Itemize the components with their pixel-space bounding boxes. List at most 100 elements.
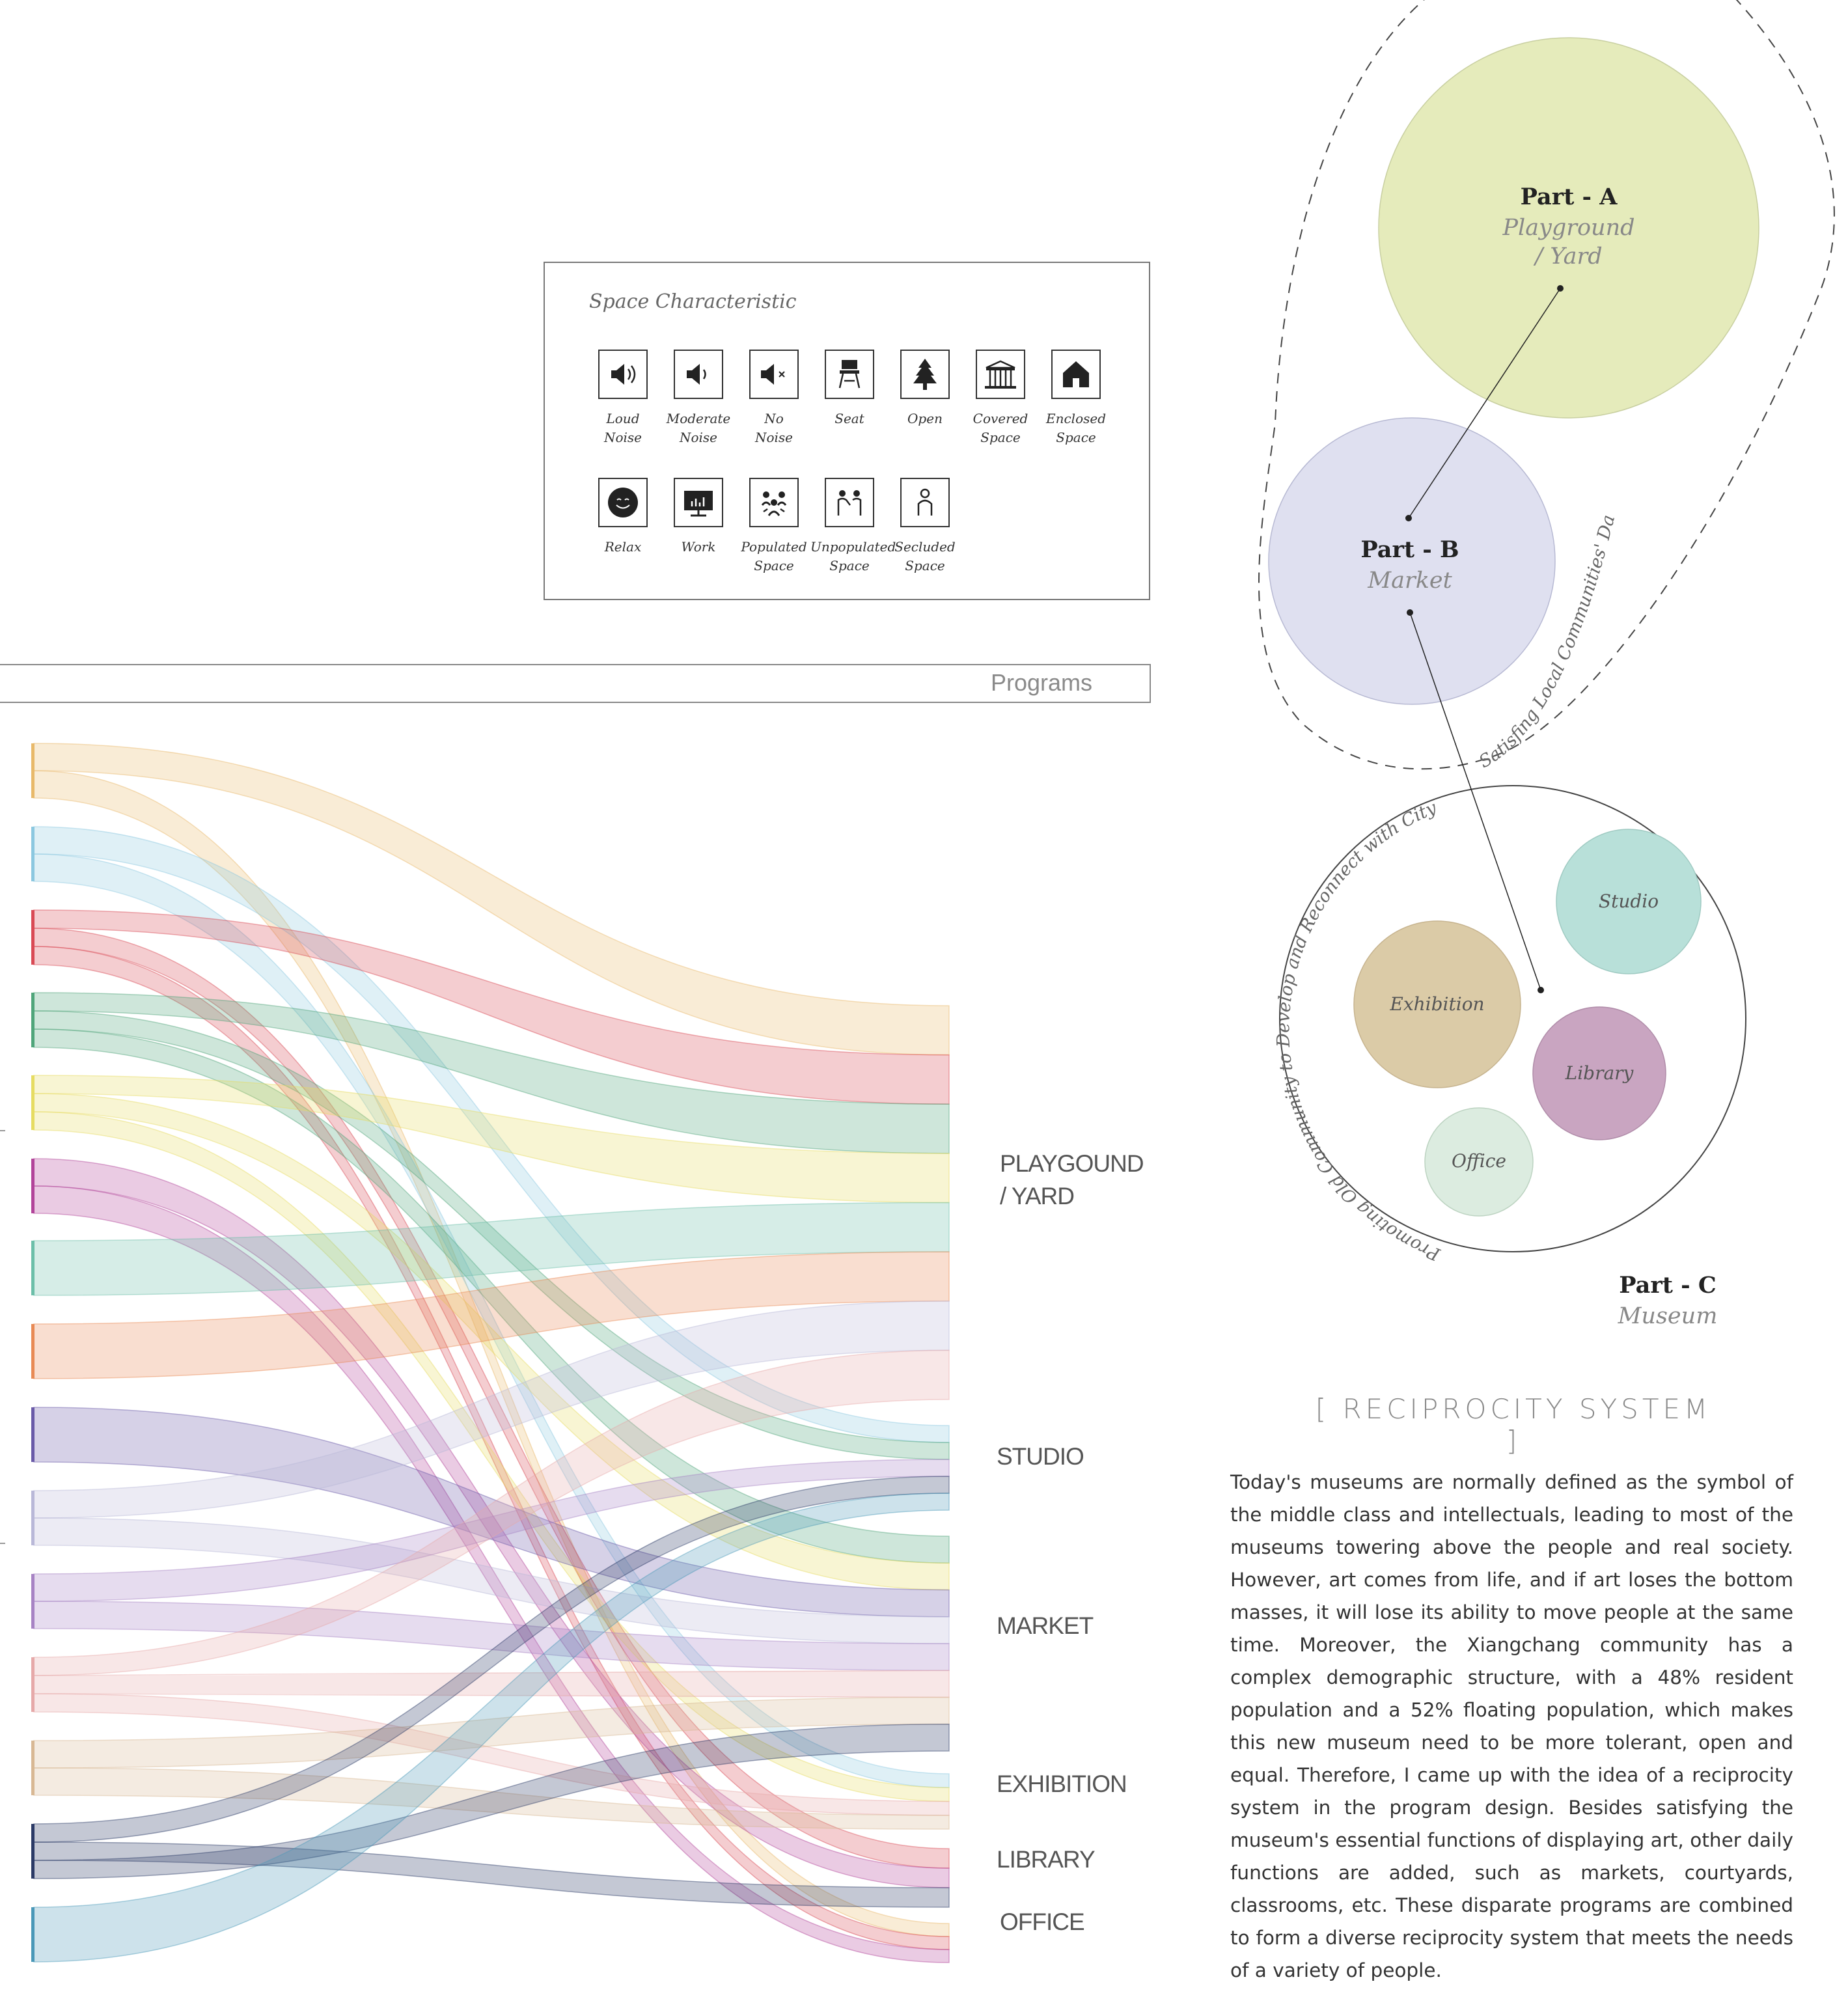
- sankey-flow-studio: [33, 1493, 950, 1963]
- programs-label: Programs: [990, 669, 1092, 696]
- sankey-source-node: [31, 1241, 34, 1295]
- house-icon: [1051, 350, 1101, 399]
- loud-noise-icon: [598, 350, 648, 399]
- programs-sankey-diagram: [31, 743, 950, 1963]
- legend-item-seat: Seat: [810, 350, 889, 428]
- sankey-flow-market: [33, 1723, 950, 1879]
- sankey-flow-exhibition: [33, 1111, 950, 1802]
- sankey-flow-market: [33, 1696, 950, 1769]
- sankey-source-node: [31, 1159, 34, 1213]
- legend-item-moderate-noise: Moderate Noise: [659, 350, 738, 447]
- sankey-source-node: [31, 1657, 34, 1712]
- sankey-source-node: [31, 1075, 34, 1130]
- no-noise-icon: [749, 350, 799, 399]
- legend-item-no-noise: No Noise: [735, 350, 813, 447]
- legend-item-loud-noise: Loud Noise: [584, 350, 662, 447]
- reciprocity-bubble-diagram: Satisfing Local Communities' Daily Needs…: [1197, 0, 1835, 1265]
- exhibition-circle: [1353, 920, 1521, 1088]
- library-label: Library: [1565, 1062, 1634, 1084]
- part-c-circle: [1279, 785, 1746, 1252]
- office-label: Office: [1452, 1150, 1506, 1172]
- smiley-icon: [598, 478, 648, 527]
- sankey-flow-playground: [33, 1251, 950, 1379]
- sankey-flow-studio: [33, 1476, 950, 1843]
- sankey-flow-market: [33, 1093, 950, 1591]
- target-label-studio: STUDIO: [997, 1443, 1084, 1470]
- sankey-source-node: [31, 1491, 34, 1545]
- part-a-circle: [1378, 37, 1759, 419]
- sankey-flow-playground: [33, 909, 950, 1105]
- presentation-icon: [674, 478, 723, 527]
- connector-dot: [1557, 285, 1564, 292]
- sankey-source-node: [31, 1741, 34, 1795]
- sankey-flow-studio: [33, 826, 950, 1443]
- space-characteristic-legend: Space Characteristic Loud Noise Moderate…: [544, 262, 1150, 600]
- sankey-flow-library: [33, 1158, 950, 1888]
- edge-tick: [0, 1543, 5, 1544]
- target-label-library: LIBRARY: [997, 1846, 1096, 1873]
- pavilion-icon: [976, 350, 1025, 399]
- part-c-subtitle: Museum: [1618, 1303, 1718, 1329]
- programs-bar: Programs: [0, 664, 1151, 703]
- exhibition-label: Exhibition: [1390, 993, 1485, 1015]
- target-label-exhibition: EXHIBITION: [997, 1771, 1127, 1797]
- legend-item-secluded-space: Secluded Space: [886, 478, 964, 575]
- sankey-flow-studio: [33, 1010, 950, 1460]
- sankey-source-node: [31, 1407, 34, 1462]
- reciprocity-body: Today's museums are normally defined as …: [1230, 1471, 1793, 1981]
- part-b-title: Part - B: [1360, 536, 1459, 563]
- sankey-flow-office: [33, 770, 950, 1937]
- sankey-flow-office: [33, 1185, 950, 1963]
- connector-dot: [1405, 515, 1412, 521]
- legend-item-relax: Relax: [584, 478, 662, 557]
- sankey-flow-market: [33, 1517, 950, 1644]
- office-circle: [1424, 1107, 1534, 1217]
- seat-icon: [825, 350, 874, 399]
- part-a-title: Part - A: [1520, 184, 1618, 210]
- sankey-flow-studio: [33, 1459, 950, 1602]
- tree-icon: [900, 350, 950, 399]
- target-label-market: MARKET: [997, 1612, 1094, 1639]
- sankey-flow-library: [33, 928, 950, 1869]
- part-b-subtitle: Market: [1368, 568, 1452, 594]
- studio-circle: [1556, 829, 1702, 974]
- part-a-subtitle: Playground / Yard: [1502, 215, 1635, 269]
- sankey-source-node: [31, 1824, 34, 1879]
- dashed-envelope: [1258, 0, 1835, 770]
- connector-dot: [1407, 609, 1413, 616]
- edge-tick: [0, 1130, 5, 1131]
- legend-item-unpopulated-space: Unpopulated Space: [810, 478, 896, 575]
- reciprocity-title: [ RECIPROCITY SYSTEM ]: [1315, 1393, 1712, 1457]
- sankey-source-node: [31, 910, 34, 965]
- connector-a-b: [1408, 288, 1561, 519]
- legend-item-work: Work: [659, 478, 738, 557]
- legend-item-covered-space: Covered Space: [961, 350, 1040, 447]
- legend-item-enclosed-space: Enclosed Space: [1037, 350, 1115, 447]
- sankey-source-node: [31, 1907, 34, 1962]
- sankey-source-node: [31, 827, 34, 881]
- sankey-flow-office: [33, 946, 950, 1950]
- target-label-office: OFFICE: [1000, 1909, 1085, 1935]
- sankey-flow-playground: [33, 1202, 950, 1296]
- moderate-noise-icon: [674, 350, 723, 399]
- legend-item-populated-space: Populated Space: [735, 478, 813, 575]
- sankey-flow-library: [33, 1841, 950, 1908]
- connector-b-c: [1409, 612, 1541, 991]
- sankey-source-node: [31, 993, 34, 1047]
- sankey-flow-playground: [33, 1075, 950, 1204]
- sankey-flow-playground: [33, 1349, 950, 1676]
- sankey-source-node: [31, 1574, 34, 1629]
- sankey-flow-market: [33, 1670, 950, 1698]
- sankey-flow-market: [33, 1601, 950, 1672]
- part-b-circle: [1268, 417, 1556, 705]
- studio-label: Studio: [1598, 890, 1659, 912]
- part-c-title: Part - C: [1619, 1272, 1717, 1299]
- sankey-flow-exhibition: [33, 1693, 950, 1816]
- sankey-flow-exhibition: [33, 1767, 950, 1830]
- target-label-playground: PLAYGOUND / YARD: [1000, 1150, 1144, 1209]
- sankey-flow-market: [33, 1028, 950, 1564]
- legend-title: Space Characteristic: [589, 290, 797, 313]
- sankey-flow-playground: [33, 743, 950, 1056]
- sankey-flow-playground: [33, 1300, 950, 1519]
